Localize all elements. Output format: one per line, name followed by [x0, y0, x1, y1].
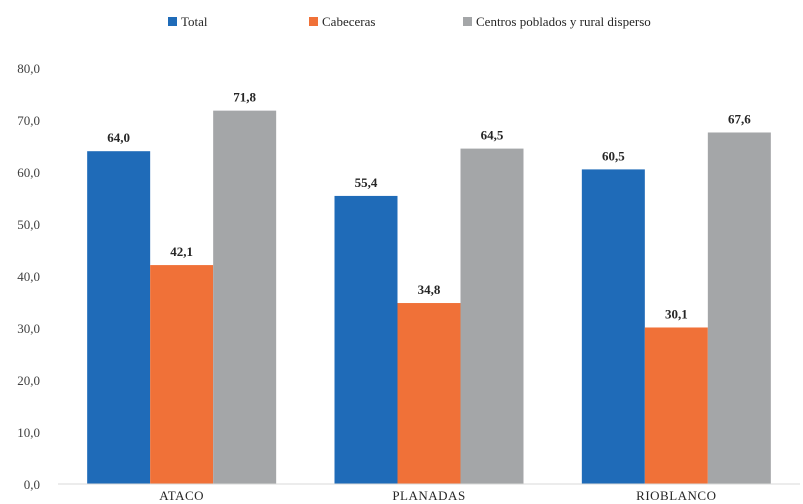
- y-tick-label: 20,0: [17, 373, 40, 388]
- y-tick-label: 30,0: [17, 321, 40, 336]
- x-axis: ATACO PLANADAS RIOBLANCO: [58, 483, 800, 503]
- legend-swatch: [463, 17, 472, 26]
- y-tick-label: 0,0: [24, 477, 40, 492]
- chart-legend: Total Cabeceras Centros poblados y rural d…: [168, 14, 651, 29]
- y-tick-label: 60,0: [17, 165, 40, 180]
- y-tick-label: 70,0: [17, 113, 40, 128]
- x-category-label: PLANADAS: [392, 488, 465, 503]
- bar-cabeceras-ataco: [150, 265, 214, 484]
- data-label: 34,8: [418, 282, 441, 297]
- bar-cabeceras-planadas: [397, 303, 461, 484]
- bar-centros-poblados-y-rural-disperso-planadas: [460, 148, 524, 484]
- data-label: 55,4: [355, 175, 378, 190]
- x-category-label: ATACO: [159, 488, 204, 503]
- y-tick-label: 80,0: [17, 61, 40, 76]
- legend-label: Total: [181, 14, 208, 29]
- data-label: 30,1: [665, 306, 688, 321]
- data-label: 71,8: [233, 90, 256, 105]
- bar-total-planadas: [334, 195, 398, 485]
- legend-swatch: [168, 17, 177, 26]
- data-label: 64,0: [107, 130, 130, 145]
- data-label: 67,6: [728, 111, 751, 126]
- y-axis: 0,0 10,0 20,0 30,0 40,0 50,0 60,0 70,0 80,0: [17, 61, 40, 492]
- y-tick-label: 50,0: [17, 217, 40, 232]
- bar-cabeceras-rioblanco: [644, 327, 708, 484]
- bar-total-ataco: [87, 151, 151, 484]
- bar-centros-poblados-y-rural-disperso-ataco: [213, 110, 277, 484]
- legend-label: Centros poblados y rural disperso: [476, 14, 651, 29]
- legend-swatch: [309, 17, 318, 26]
- bar-total-rioblanco: [581, 169, 645, 484]
- data-label: 64,5: [481, 128, 504, 143]
- legend-label: Cabeceras: [322, 14, 375, 29]
- chart-bars: 64,0 42,1 71,8 55,4 34,8 64,5 60,5 30,1 67,6: [87, 90, 771, 485]
- data-label: 42,1: [170, 244, 193, 259]
- bar-centros-poblados-y-rural-disperso-rioblanco: [707, 132, 771, 485]
- x-category-label: RIOBLANCO: [636, 488, 716, 503]
- y-tick-label: 40,0: [17, 269, 40, 284]
- data-label: 60,5: [602, 148, 625, 163]
- y-tick-label: 10,0: [17, 425, 40, 440]
